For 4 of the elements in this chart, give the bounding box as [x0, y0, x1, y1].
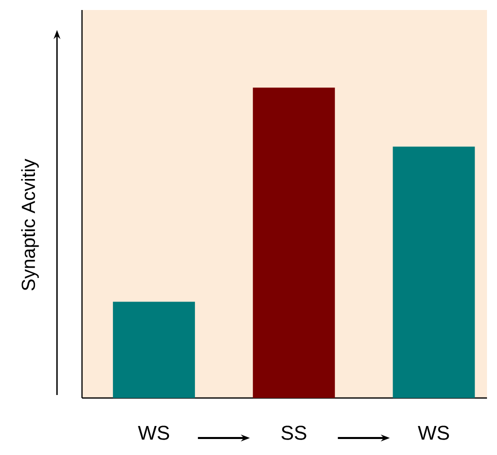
y-axis-title: Synaptic Acvitiy: [21, 158, 39, 290]
x-tick-label: SS: [281, 426, 306, 440]
x-tick-label: WS: [138, 426, 170, 440]
x-tick-label: WS: [418, 426, 449, 440]
